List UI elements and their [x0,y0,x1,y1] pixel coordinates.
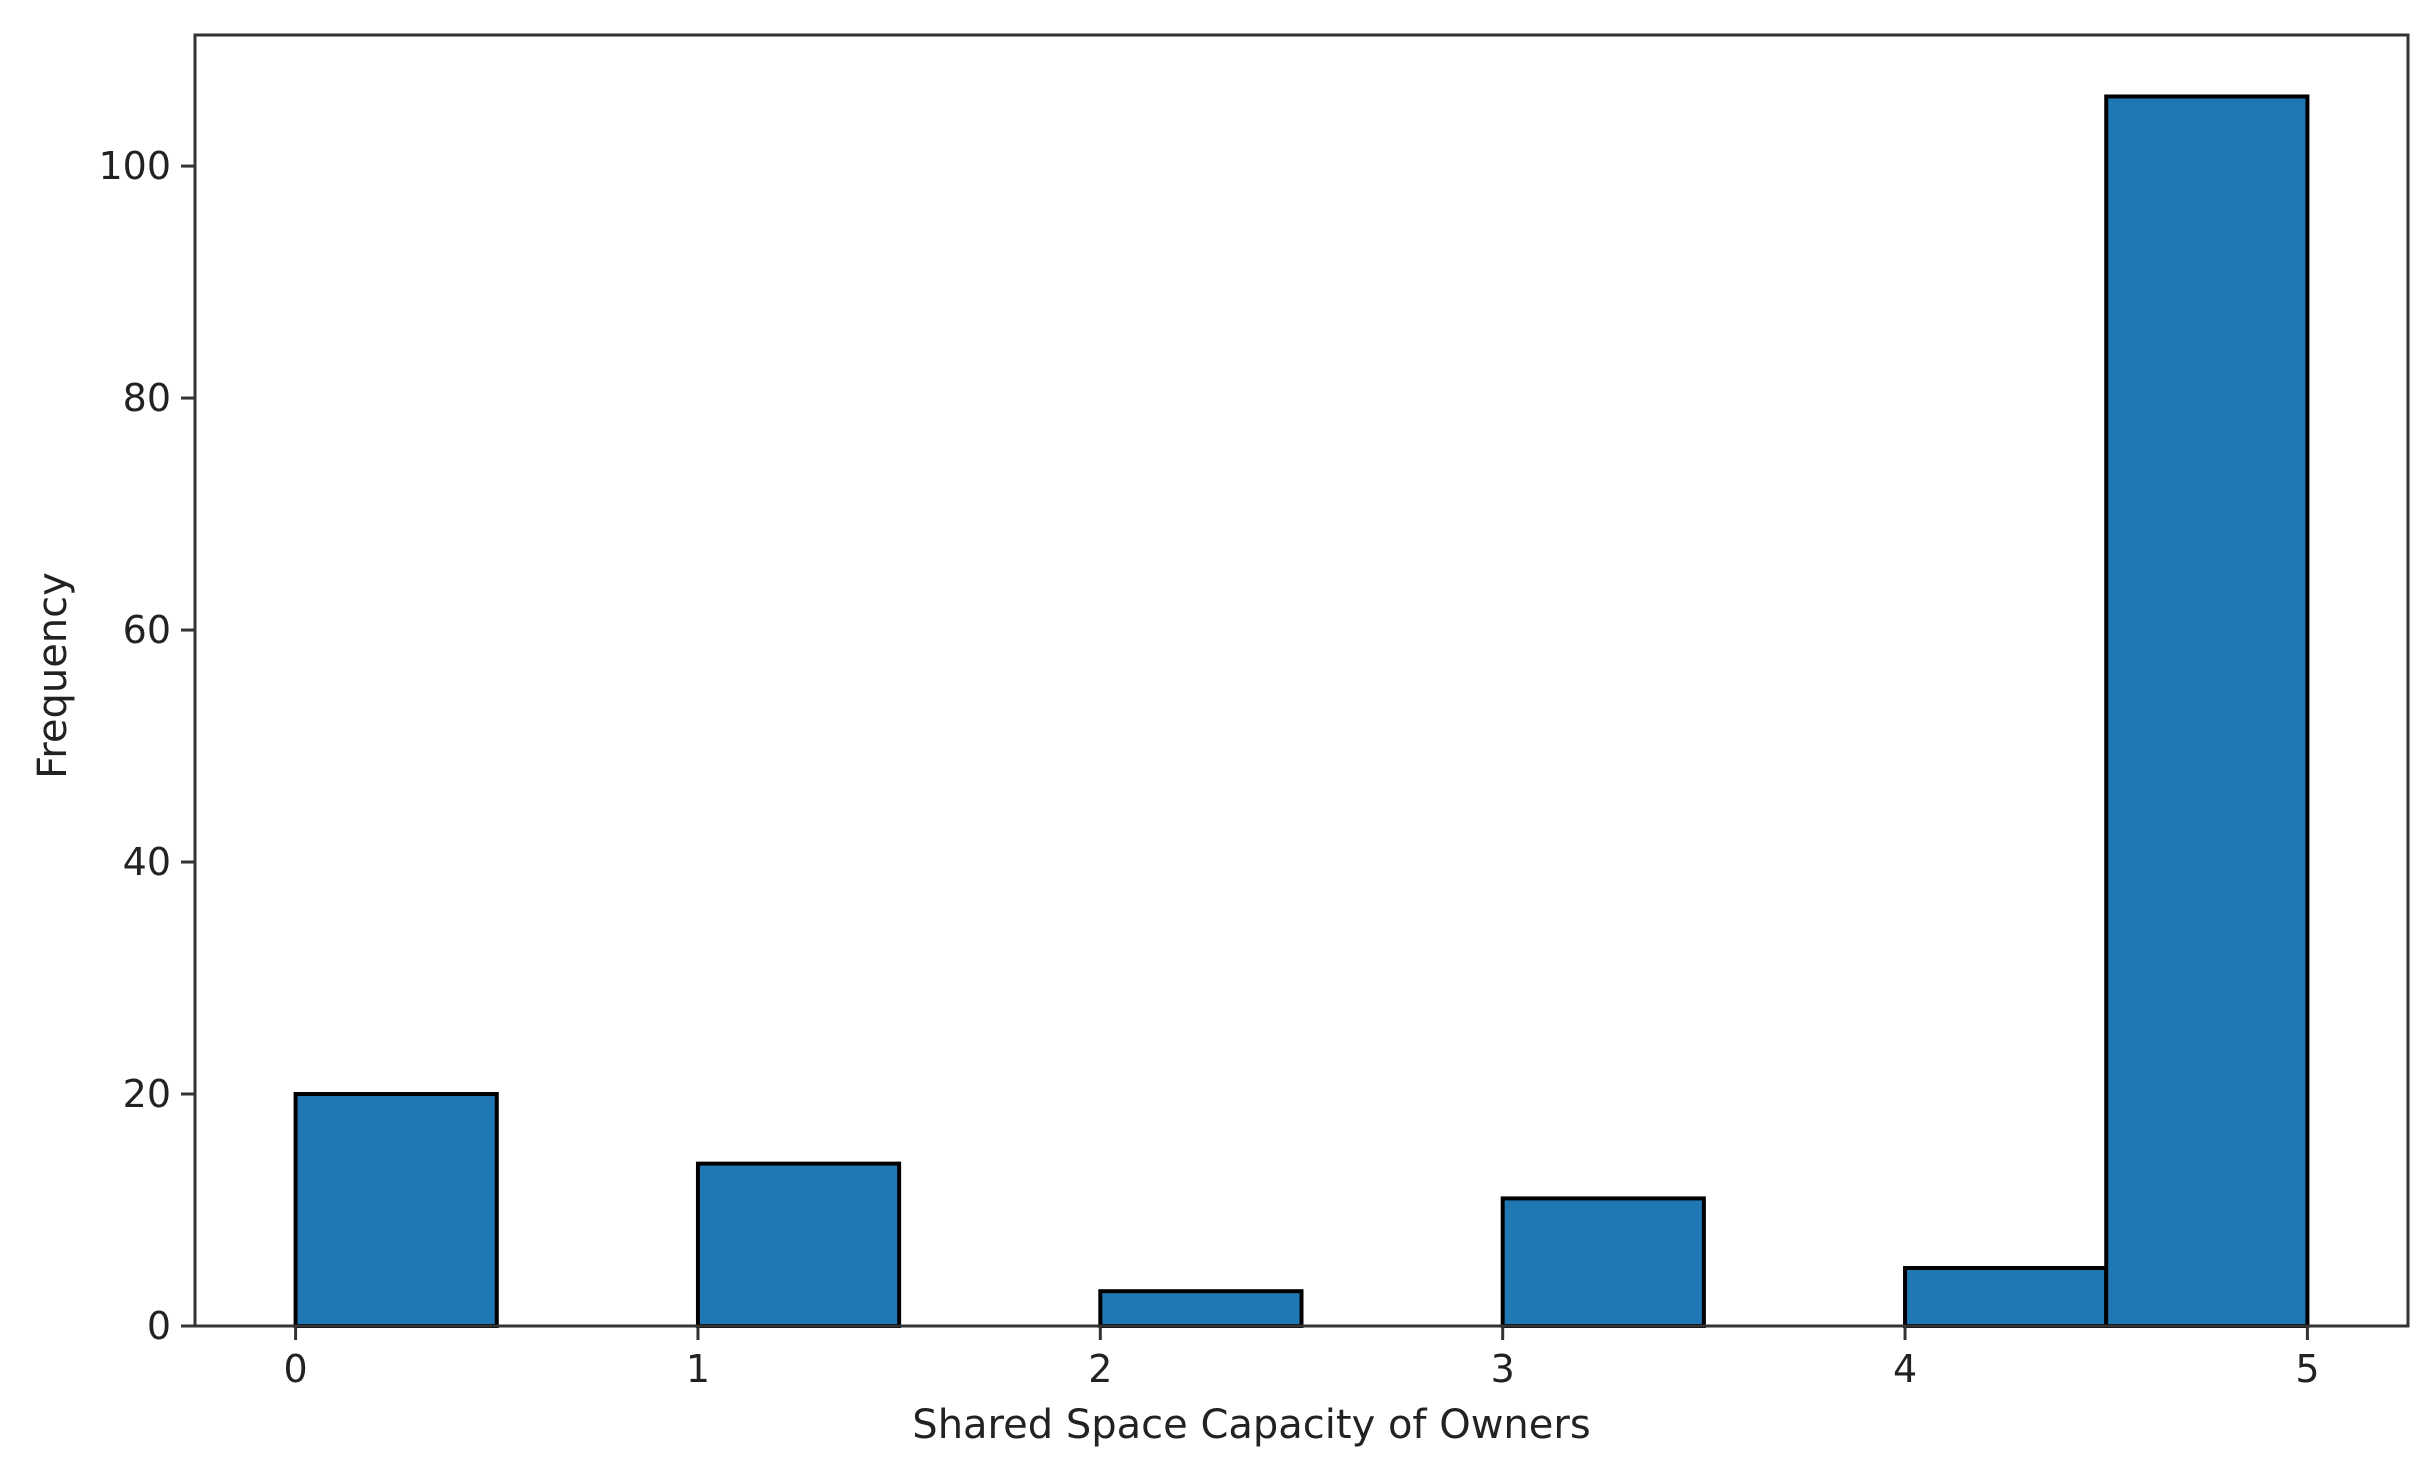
x-tick-label: 3 [1491,1347,1515,1391]
histogram-bar-5 [2104,94,2310,1328]
bars-group [293,94,2310,1329]
plot-frame [193,33,2410,1328]
y-tick-label: 20 [123,1072,171,1116]
y-tick-label: 100 [98,144,171,188]
x-tick-label: 2 [1088,1347,1112,1391]
histogram-bar-2 [1098,1289,1304,1328]
y-tick-label: 60 [123,608,171,652]
histogram-bar-1 [695,1161,902,1329]
x-axis-label: Shared Space Capacity of Owners [912,1402,1590,1448]
x-tick-label: 5 [2295,1347,2319,1391]
x-tick-label: 1 [686,1347,710,1391]
y-tick-label: 0 [147,1304,171,1348]
x-axis: 0 1 2 3 4 5 [283,1326,2320,1391]
histogram-bar-3 [1500,1196,1706,1329]
histogram-bar-4 [1903,1266,2109,1328]
x-tick-label: 0 [283,1347,307,1391]
x-tick-label: 4 [1893,1347,1917,1391]
y-axis-label: Frequency [30,572,76,779]
y-tick-label: 80 [123,376,171,420]
y-axis: 0 20 40 60 80 100 [98,144,195,1348]
y-tick-label: 40 [123,840,171,884]
histogram-bar-0 [293,1092,499,1329]
